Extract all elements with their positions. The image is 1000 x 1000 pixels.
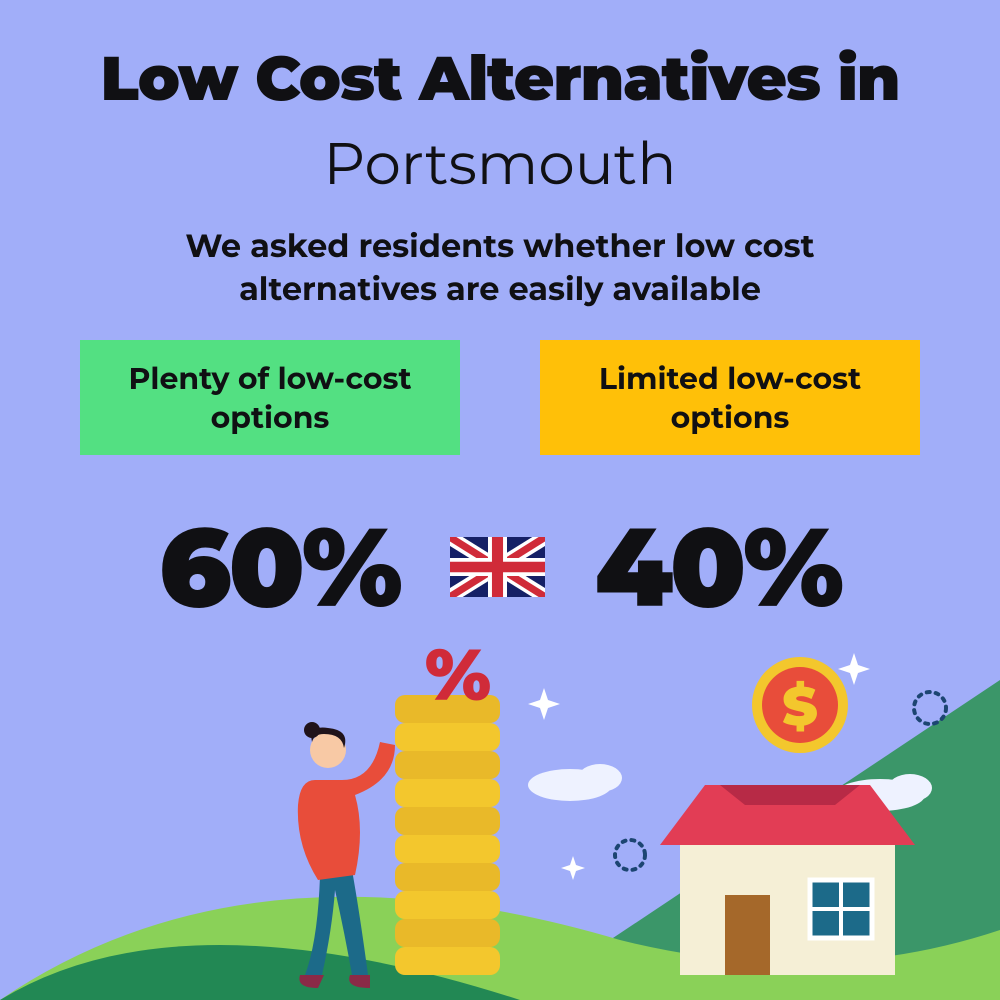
option-plenty-label: Plenty of low-cost options [110,359,430,437]
house-icon [660,785,915,975]
uk-flag-icon [450,537,545,597]
svg-text:$: $ [782,673,817,739]
illustration: $ % [0,630,1000,1000]
title-main: Low Cost Alternatives in [0,40,1000,116]
option-limited-label: Limited low-cost options [570,359,890,437]
percent-right: 40% [595,500,841,634]
infographic-canvas: Low Cost Alternatives in Portsmouth We a… [0,0,1000,1000]
dollar-coin-icon: $ [752,657,848,753]
percent-left: 60% [159,500,400,634]
percent-row: 60% 40% [0,500,1000,634]
title-city: Portsmouth [0,128,1000,199]
coin-stack-icon [395,695,500,975]
option-limited: Limited low-cost options [540,340,920,455]
option-plenty: Plenty of low-cost options [80,340,460,455]
subtitle-text: We asked residents whether low cost alte… [0,225,1000,311]
percent-icon: % [425,631,491,719]
